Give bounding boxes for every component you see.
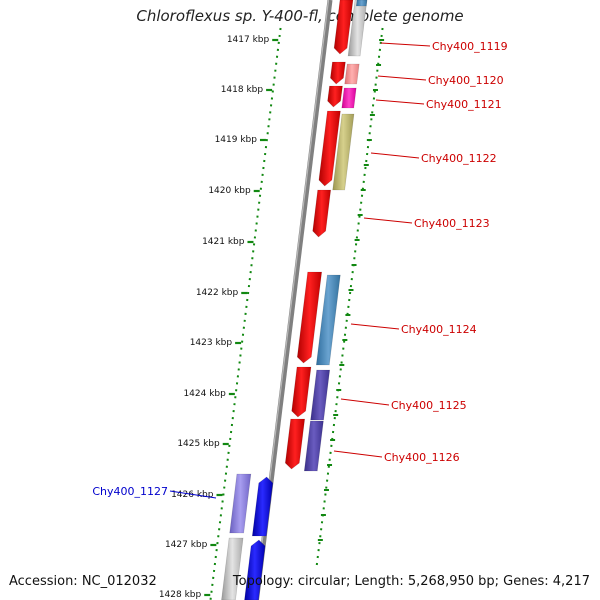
kbp-tick-label: 1421 kbp [202,237,245,247]
gene-feature-chy400-1122[interactable] [318,110,341,187]
kbp-tick-label: 1428 kbp [159,590,202,600]
gene-label-leader-line [375,99,425,105]
gene-label[interactable]: Chy400_1125 [391,399,467,412]
category-band-1127[interactable] [229,473,252,534]
gene-feature-chy400-1127[interactable] [251,476,274,537]
lane-guide-line-2 [315,27,384,571]
gene-feature-chy400-1120[interactable] [330,61,346,85]
kbp-tick-label: 1424 kbp [183,389,226,399]
gene-label[interactable]: Chy400_1121 [426,98,502,111]
kbp-tick-label: 1419 kbp [215,135,258,145]
lane-guide-line-1 [209,27,282,600]
gene-feature-chy400-1123[interactable] [312,189,332,238]
gene-feature-chy400-1119[interactable] [333,0,354,55]
category-band-1128[interactable] [221,537,244,600]
gene-label-leader-line [350,323,400,330]
gene-label[interactable]: Chy400_1120 [428,74,504,87]
category-band-1121[interactable] [341,87,357,109]
gene-feature-chy400-1124[interactable] [296,271,323,364]
category-band-1119[interactable] [347,0,368,57]
genome-summary-text: Topology: circular; Length: 5,268,950 bp… [232,574,590,589]
kbp-tick-label: 1422 kbp [196,288,239,298]
kbp-tick-label: 1418 kbp [221,85,264,95]
category-band-1125[interactable] [310,369,331,421]
gene-label[interactable]: Chy400_1119 [432,40,508,53]
category-band-1126[interactable] [303,420,324,472]
kbp-tick-label: 1417 kbp [227,35,270,45]
kbp-tick-label: 1425 kbp [177,439,220,449]
gene-label-leader-line [333,450,383,458]
gene-label-leader-line [380,42,431,47]
gene-feature-chy400-1121[interactable] [327,85,343,108]
category-band-1124[interactable] [315,274,341,366]
gene-label-leader-line [370,152,420,159]
gene-label-leader-line [363,217,413,224]
gene-feature-chy400-1125[interactable] [291,366,312,418]
gene-label[interactable]: Chy400_1122 [421,152,497,165]
kbp-tick-label: 1420 kbp [208,186,251,196]
category-band-1119-top[interactable] [355,0,368,7]
kbp-tick-label: 1427 kbp [165,540,208,550]
category-band-1122[interactable] [332,113,355,191]
kbp-tick-label: 1423 kbp [190,338,233,348]
gene-label[interactable]: Chy400_1123 [414,217,490,230]
gene-label[interactable]: Chy400_1126 [384,451,460,464]
category-band-1120[interactable] [344,63,360,85]
gene-label[interactable]: Chy400_1127 [92,485,168,498]
gene-label[interactable]: Chy400_1124 [401,323,477,336]
gene-label-leader-line [377,75,427,81]
gene-label-leader-line [169,490,217,499]
gene-feature-chy400-1128[interactable] [244,539,266,600]
gene-label-leader-line [340,398,390,406]
kbp-tick-label: 1426 kbp [171,490,214,500]
gene-feature-chy400-1126[interactable] [284,418,306,470]
genome-title: Chloroflexus sp. Y-400-fl, complete geno… [136,7,464,25]
accession-text: Accession: NC_012032 [9,574,157,589]
